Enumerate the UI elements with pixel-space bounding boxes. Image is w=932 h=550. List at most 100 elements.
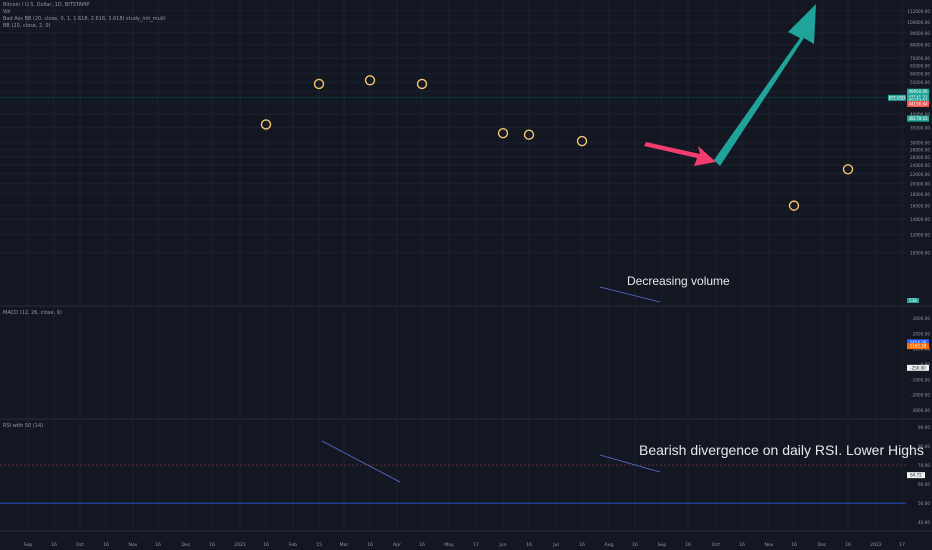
marked-point-circle <box>364 75 376 86</box>
symbol-tag-label: BTCUSD <box>889 95 905 100</box>
price-tick-label: 20000.00 <box>910 181 930 186</box>
price-tick-label: 22000.00 <box>910 172 930 177</box>
price-tick-label: 35000.00 <box>910 125 930 130</box>
rsi-tick-label: 40.00 <box>918 520 930 525</box>
price-tick-label: 26000.00 <box>910 155 930 160</box>
price-value-label: 45773.51 <box>908 98 928 103</box>
rsi-pane-label[interactable]: RSI with 50 (14) <box>3 423 44 429</box>
marked-point-circle <box>313 78 325 90</box>
time-tick-label: Oct <box>76 542 84 548</box>
marked-point-circle <box>842 164 854 175</box>
prediction-arrow <box>714 4 816 166</box>
macd-tick-label: 3000.00 <box>913 316 931 321</box>
rsi-tick-label: 70.00 <box>918 463 930 468</box>
time-tick-label: 16 <box>51 542 57 548</box>
time-tick-label: Aug <box>605 542 614 548</box>
time-tick-label: Sep <box>658 542 667 548</box>
macd-value-tag <box>907 364 929 371</box>
macd-value-label: 1414.36 <box>910 340 927 345</box>
price-tick-label: 65000.00 <box>910 63 930 68</box>
time-tick-label: Apr <box>393 542 401 548</box>
time-axis[interactable]: Sep 16 Oct 16 Nov 16 Dec 16 2021 16 Feb 15 Mar 16 Apr 1… <box>24 542 905 548</box>
rsi-tick-label: 50.00 <box>918 501 930 506</box>
time-tick-label: 16 <box>209 542 215 548</box>
marked-point-circle <box>260 119 272 130</box>
marked-point-circle <box>576 135 588 147</box>
price-tick-label: 112000.00 <box>907 9 930 14</box>
macd-tick-label: -2000.00 <box>911 393 930 398</box>
time-tick-label: 16 <box>632 542 638 548</box>
price-value-tag <box>907 101 929 108</box>
price-tick-label: 55000.00 <box>910 80 930 85</box>
marked-point-circle <box>788 200 800 211</box>
marked-point-circle <box>497 127 509 139</box>
time-tick-label: 16 <box>791 542 797 548</box>
price-tick-label: 80000.00 <box>910 43 930 48</box>
volume-trendline <box>599 286 661 303</box>
symbol-tag <box>888 94 906 101</box>
time-tick-label: 17 <box>899 542 905 548</box>
price-tick-label: 30000.00 <box>910 141 930 146</box>
time-tick-label: Jun <box>498 542 506 548</box>
time-tick-label: 16 <box>103 542 109 548</box>
time-tick-label: Oct <box>712 542 720 548</box>
drawings-layer <box>260 4 854 483</box>
price-axis[interactable]: 112000.00 100000.00 90000.00 80000.00 70000.… <box>888 9 930 525</box>
time-tick-label: 16 <box>155 542 161 548</box>
time-tick-label: 16 <box>739 542 745 548</box>
time-tick-label: Jul <box>552 542 559 548</box>
price-tick-label: 18000.00 <box>910 192 930 197</box>
time-tick-label: 2022 <box>870 542 882 548</box>
price-value-label: 38178.01 <box>908 116 928 121</box>
rsi-divergence-line-2 <box>599 454 661 473</box>
macd-value-tag <box>907 339 929 346</box>
time-tick-label: 16 <box>845 542 851 548</box>
macd-tick-label: -3000.00 <box>911 408 930 413</box>
macd-value-tag <box>907 343 929 350</box>
time-tick-label: Sep <box>24 542 33 548</box>
rsi-tick-label: 60.00 <box>918 482 930 487</box>
price-tick-label: 14000.00 <box>910 217 930 222</box>
time-tick-label: 17 <box>473 542 479 548</box>
price-tick-label: 16000.00 <box>910 204 930 209</box>
price-tick-label: 24000.00 <box>910 163 930 168</box>
price-value-tag <box>907 97 929 104</box>
rsi-pane[interactable] <box>0 464 906 504</box>
time-tick-label: Nov <box>765 542 774 548</box>
price-tick-label: 40000.00 <box>910 112 930 117</box>
time-tick-label: May <box>444 542 454 548</box>
price-value-tag <box>907 115 929 122</box>
bb-indicator-label[interactable]: BB (20, close, 2, 0) <box>3 23 51 29</box>
time-tick-label: Dec <box>818 542 827 548</box>
rsi-value-tag <box>907 472 925 479</box>
time-tick-label: 16 <box>367 542 373 548</box>
pink-arrow <box>644 142 716 166</box>
macd-tick-label: 2000.00 <box>913 331 931 336</box>
vol-indicator-label[interactable]: Vol <box>3 9 11 15</box>
price-tick-label: 60000.00 <box>910 71 930 76</box>
macd-tick-label: -1000.00 <box>911 377 930 382</box>
price-value-tag <box>907 88 929 95</box>
time-tick-label: Feb <box>289 542 297 548</box>
time-tick-label: 16 <box>263 542 269 548</box>
volume-value-label: 538 <box>909 298 917 303</box>
macd-value-label: -250.00 <box>910 365 926 370</box>
time-tick-label: Mar <box>340 542 349 548</box>
volume-annotation: Decreasing volume <box>627 274 730 288</box>
macd-pane-label[interactable]: MACD (12, 26, close, 9) <box>3 310 62 316</box>
rsi-divergence-line-1 <box>321 440 401 483</box>
price-tick-label: 10000.00 <box>910 251 930 256</box>
time-tick-label: 2021 <box>234 542 246 548</box>
time-tick-label: 15 <box>316 542 322 548</box>
symbol-title[interactable]: Bitcoin / U.S. Dollar, 1D, BITSTAMP <box>3 2 90 8</box>
time-tick-label: 16 <box>419 542 425 548</box>
time-tick-label: Nov <box>129 542 138 548</box>
price-tick-label: 12000.00 <box>910 232 930 237</box>
volume-value-tag <box>907 298 919 303</box>
price-tick-label: 28000.00 <box>910 148 930 153</box>
badass-bb-indicator-label[interactable]: Bad Ass BB (20, close, 0, 1, 1.618, 2.61… <box>3 16 166 22</box>
price-value-label: 49950.00 <box>908 89 928 94</box>
price-tick-label: 90000.00 <box>910 31 930 36</box>
price-tick-label: 100000.00 <box>907 20 930 25</box>
